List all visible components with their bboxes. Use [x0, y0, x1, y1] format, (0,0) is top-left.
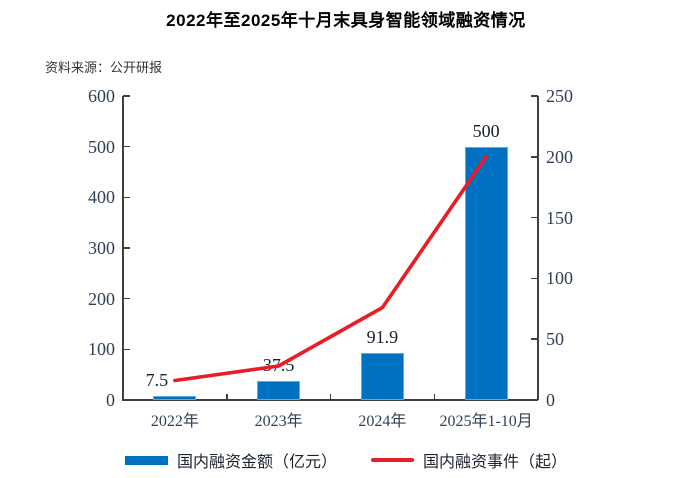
left-axis-tick-label: 200 — [88, 288, 115, 309]
left-axis-tick-label: 600 — [88, 86, 115, 106]
left-axis-tick — [123, 145, 130, 148]
left-axis-tick — [123, 95, 130, 97]
left-axis-tick — [123, 196, 130, 199]
line-series — [173, 155, 488, 383]
left-axis-tick — [123, 247, 130, 249]
bar — [360, 353, 404, 400]
right-axis-tick-label: 100 — [546, 268, 573, 289]
right-axis-tick — [531, 277, 538, 280]
bar-series-swatch-icon — [124, 455, 168, 465]
left-axis-line — [122, 96, 124, 400]
legend-label-line: 国内融资事件（起） — [423, 454, 568, 471]
right-axis-tick — [531, 156, 538, 158]
left-axis-tick-label: 500 — [88, 136, 115, 157]
bar — [464, 146, 508, 400]
x-axis-tick — [226, 394, 228, 400]
bar-value-label: 7.5 — [145, 370, 169, 391]
left-axis-tick-label: 100 — [88, 339, 115, 360]
x-axis-category-label: 2023年 — [254, 413, 303, 430]
legend: 国内融资金额（亿元） 国内融资事件（起） — [0, 448, 692, 472]
legend-label-bar: 国内融资金额（亿元） — [176, 454, 337, 471]
right-axis-tick — [531, 338, 538, 340]
chart-title: 2022年至2025年十月末具身智能领域融资情况 — [166, 11, 526, 30]
x-axis-tick — [433, 394, 435, 400]
bar — [257, 381, 301, 400]
right-axis-tick-label: 0 — [546, 390, 555, 410]
left-axis-tick-label: 400 — [88, 187, 115, 208]
source-note: 资料来源：公开研报 — [45, 60, 163, 75]
right-axis-tick — [531, 95, 538, 97]
x-axis-category-label: 2025年1-10月 — [439, 413, 533, 430]
right-axis-line — [537, 96, 539, 400]
right-axis-tick-label: 250 — [546, 86, 573, 106]
right-axis-tick-label: 50 — [546, 329, 564, 350]
bar-value-label: 500 — [472, 120, 500, 141]
left-axis-tick — [123, 297, 130, 300]
bar-value-label: 91.9 — [366, 327, 399, 348]
right-axis-tick-label: 200 — [546, 146, 573, 167]
x-axis-category-label: 2024年 — [358, 413, 407, 430]
right-axis-tick-label: 150 — [546, 207, 573, 228]
left-axis-tick-label: 300 — [88, 238, 115, 258]
left-axis-tick — [123, 348, 130, 351]
bar — [153, 396, 197, 400]
left-axis-tick-label: 0 — [106, 390, 115, 410]
legend-item-line-series: 国内融资事件（起） — [371, 448, 567, 472]
right-axis-tick — [531, 216, 538, 219]
x-axis-category-label: 2022年 — [150, 413, 199, 430]
legend-item-bar-series: 国内融资金额（亿元） — [124, 448, 337, 472]
line-series-swatch-icon — [371, 458, 414, 462]
x-axis-tick — [329, 394, 332, 400]
